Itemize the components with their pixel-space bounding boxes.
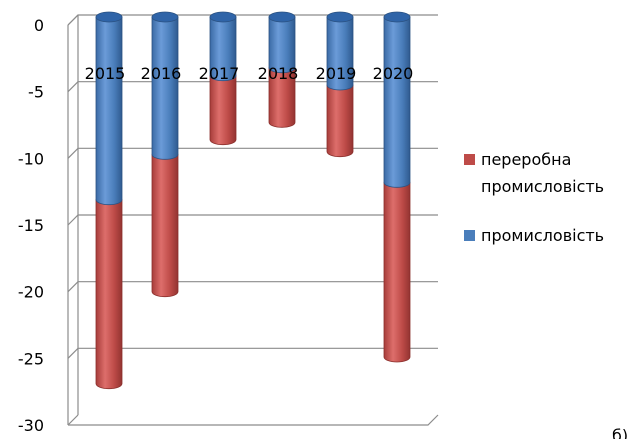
legend-label: промисловість [481,177,604,196]
category-label-2018: 2018 [258,64,299,83]
bar-промисловість-2017 [209,11,237,82]
category-label-2019: 2019 [316,64,357,83]
y-tick-label: -25 [18,349,44,368]
y-tick-label: -20 [18,283,44,302]
bar-переробна-промисловість-2018 [268,67,296,128]
category-labels: 2015 2016 2017 2018 2019 2020 [85,64,414,83]
y-tick-label: -10 [18,149,44,168]
bar-переробна-промисловість-2020 [383,181,411,363]
bar-top-cap [151,11,179,23]
y-tick-label: 0 [34,16,44,35]
y-tick-label: -30 [18,416,44,435]
bar-переробна-промисловість-2019 [326,84,354,158]
bar-промисловість-2018 [268,11,296,74]
y-tick-label: -15 [18,216,44,235]
category-label-2017: 2017 [199,64,240,83]
plot-top-edge [67,14,438,26]
category-label-2020: 2020 [373,64,414,83]
y-axis-ticks: 0 -5 -10 -15 -20 -25 -30 [18,16,44,435]
grid-line [67,81,438,93]
bar-top-cap [383,11,411,23]
grid-lines [67,14,439,426]
bar-top-cap [95,11,123,23]
bar-переробна-промисловість-2017 [209,75,237,146]
grid-line [67,347,438,359]
legend-label: промисловість [481,226,604,245]
category-label-2016: 2016 [141,64,182,83]
grid-line [67,147,438,159]
plot-bottom-edge [68,414,439,426]
bars [95,11,411,390]
y-tick-label: -5 [28,83,44,102]
bar-переробна-промисловість-2015 [95,199,123,390]
bar-промисловість-2020 [383,11,411,188]
legend-swatch [464,230,475,241]
legend-swatch [464,154,475,165]
grid-line [67,281,438,293]
bar-top-cap [326,11,354,23]
bar-top-cap [209,11,237,23]
bar-промисловість-2016 [151,11,179,160]
legend-label: переробна [481,150,571,169]
grid-line [67,214,438,226]
bar-промисловість-2015 [95,11,123,206]
legend: переробна промисловість промисловість [464,150,604,245]
bar-переробна-промисловість-2016 [151,153,179,298]
category-label-2015: 2015 [85,64,126,83]
corner-label: б) [612,426,628,439]
bar-top-cap [268,11,296,23]
bar-промисловість-2019 [326,11,354,91]
